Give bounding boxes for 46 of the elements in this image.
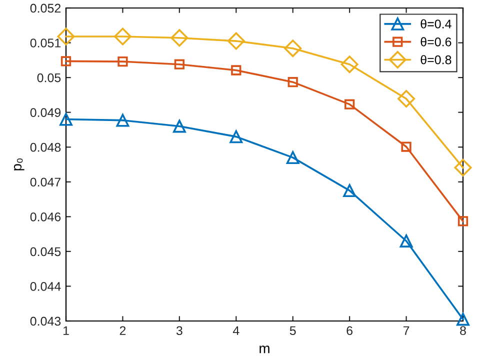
y-tick-label: 0.044 bbox=[30, 282, 61, 291]
point bbox=[174, 59, 184, 70]
point bbox=[454, 158, 472, 176]
y-tick-label: 0.051 bbox=[30, 38, 61, 48]
point bbox=[340, 56, 358, 74]
y-axis-title: p₀ bbox=[14, 158, 24, 170]
legend-label: θ=0.4 bbox=[420, 19, 452, 28]
point bbox=[172, 120, 186, 133]
point bbox=[118, 56, 128, 67]
y-tick-label: 0.05 bbox=[37, 73, 61, 82]
y-tick-label: 0.052 bbox=[30, 4, 61, 13]
point bbox=[116, 114, 130, 127]
y-tick-label: 0.048 bbox=[30, 142, 61, 152]
point bbox=[60, 56, 72, 66]
point bbox=[288, 77, 298, 88]
x-tick-label: 2 bbox=[120, 326, 126, 335]
point bbox=[286, 151, 300, 164]
point bbox=[114, 28, 132, 46]
legend-label: θ=0.6 bbox=[420, 37, 452, 46]
point bbox=[231, 65, 242, 76]
y-tick-label: 0.043 bbox=[30, 316, 61, 326]
x-tick-label: 5 bbox=[290, 326, 296, 336]
x-tick-label: 8 bbox=[460, 326, 466, 336]
legend-label: θ=0.8 bbox=[420, 55, 452, 64]
point bbox=[400, 234, 413, 248]
point bbox=[343, 184, 356, 198]
x-tick-label: 6 bbox=[346, 326, 352, 336]
point bbox=[456, 312, 470, 326]
point bbox=[401, 142, 412, 152]
x-axis-title: m bbox=[260, 346, 270, 354]
x-tick-label: 4 bbox=[232, 326, 240, 335]
y-tick-label: 0.049 bbox=[30, 108, 61, 117]
x-tick-label: 3 bbox=[176, 326, 182, 336]
point bbox=[227, 32, 245, 50]
point bbox=[284, 40, 302, 58]
y-tick-label: 0.046 bbox=[30, 212, 61, 222]
x-tick-label: 7 bbox=[403, 326, 410, 335]
point bbox=[230, 130, 243, 144]
point bbox=[458, 216, 468, 226]
point bbox=[170, 29, 188, 47]
point bbox=[398, 90, 416, 108]
point bbox=[344, 99, 355, 110]
y-tick-label: 0.047 bbox=[30, 178, 61, 187]
y-tick-label: 0.045 bbox=[30, 247, 61, 256]
point bbox=[60, 112, 72, 126]
x-tick-label: 1 bbox=[63, 326, 69, 335]
